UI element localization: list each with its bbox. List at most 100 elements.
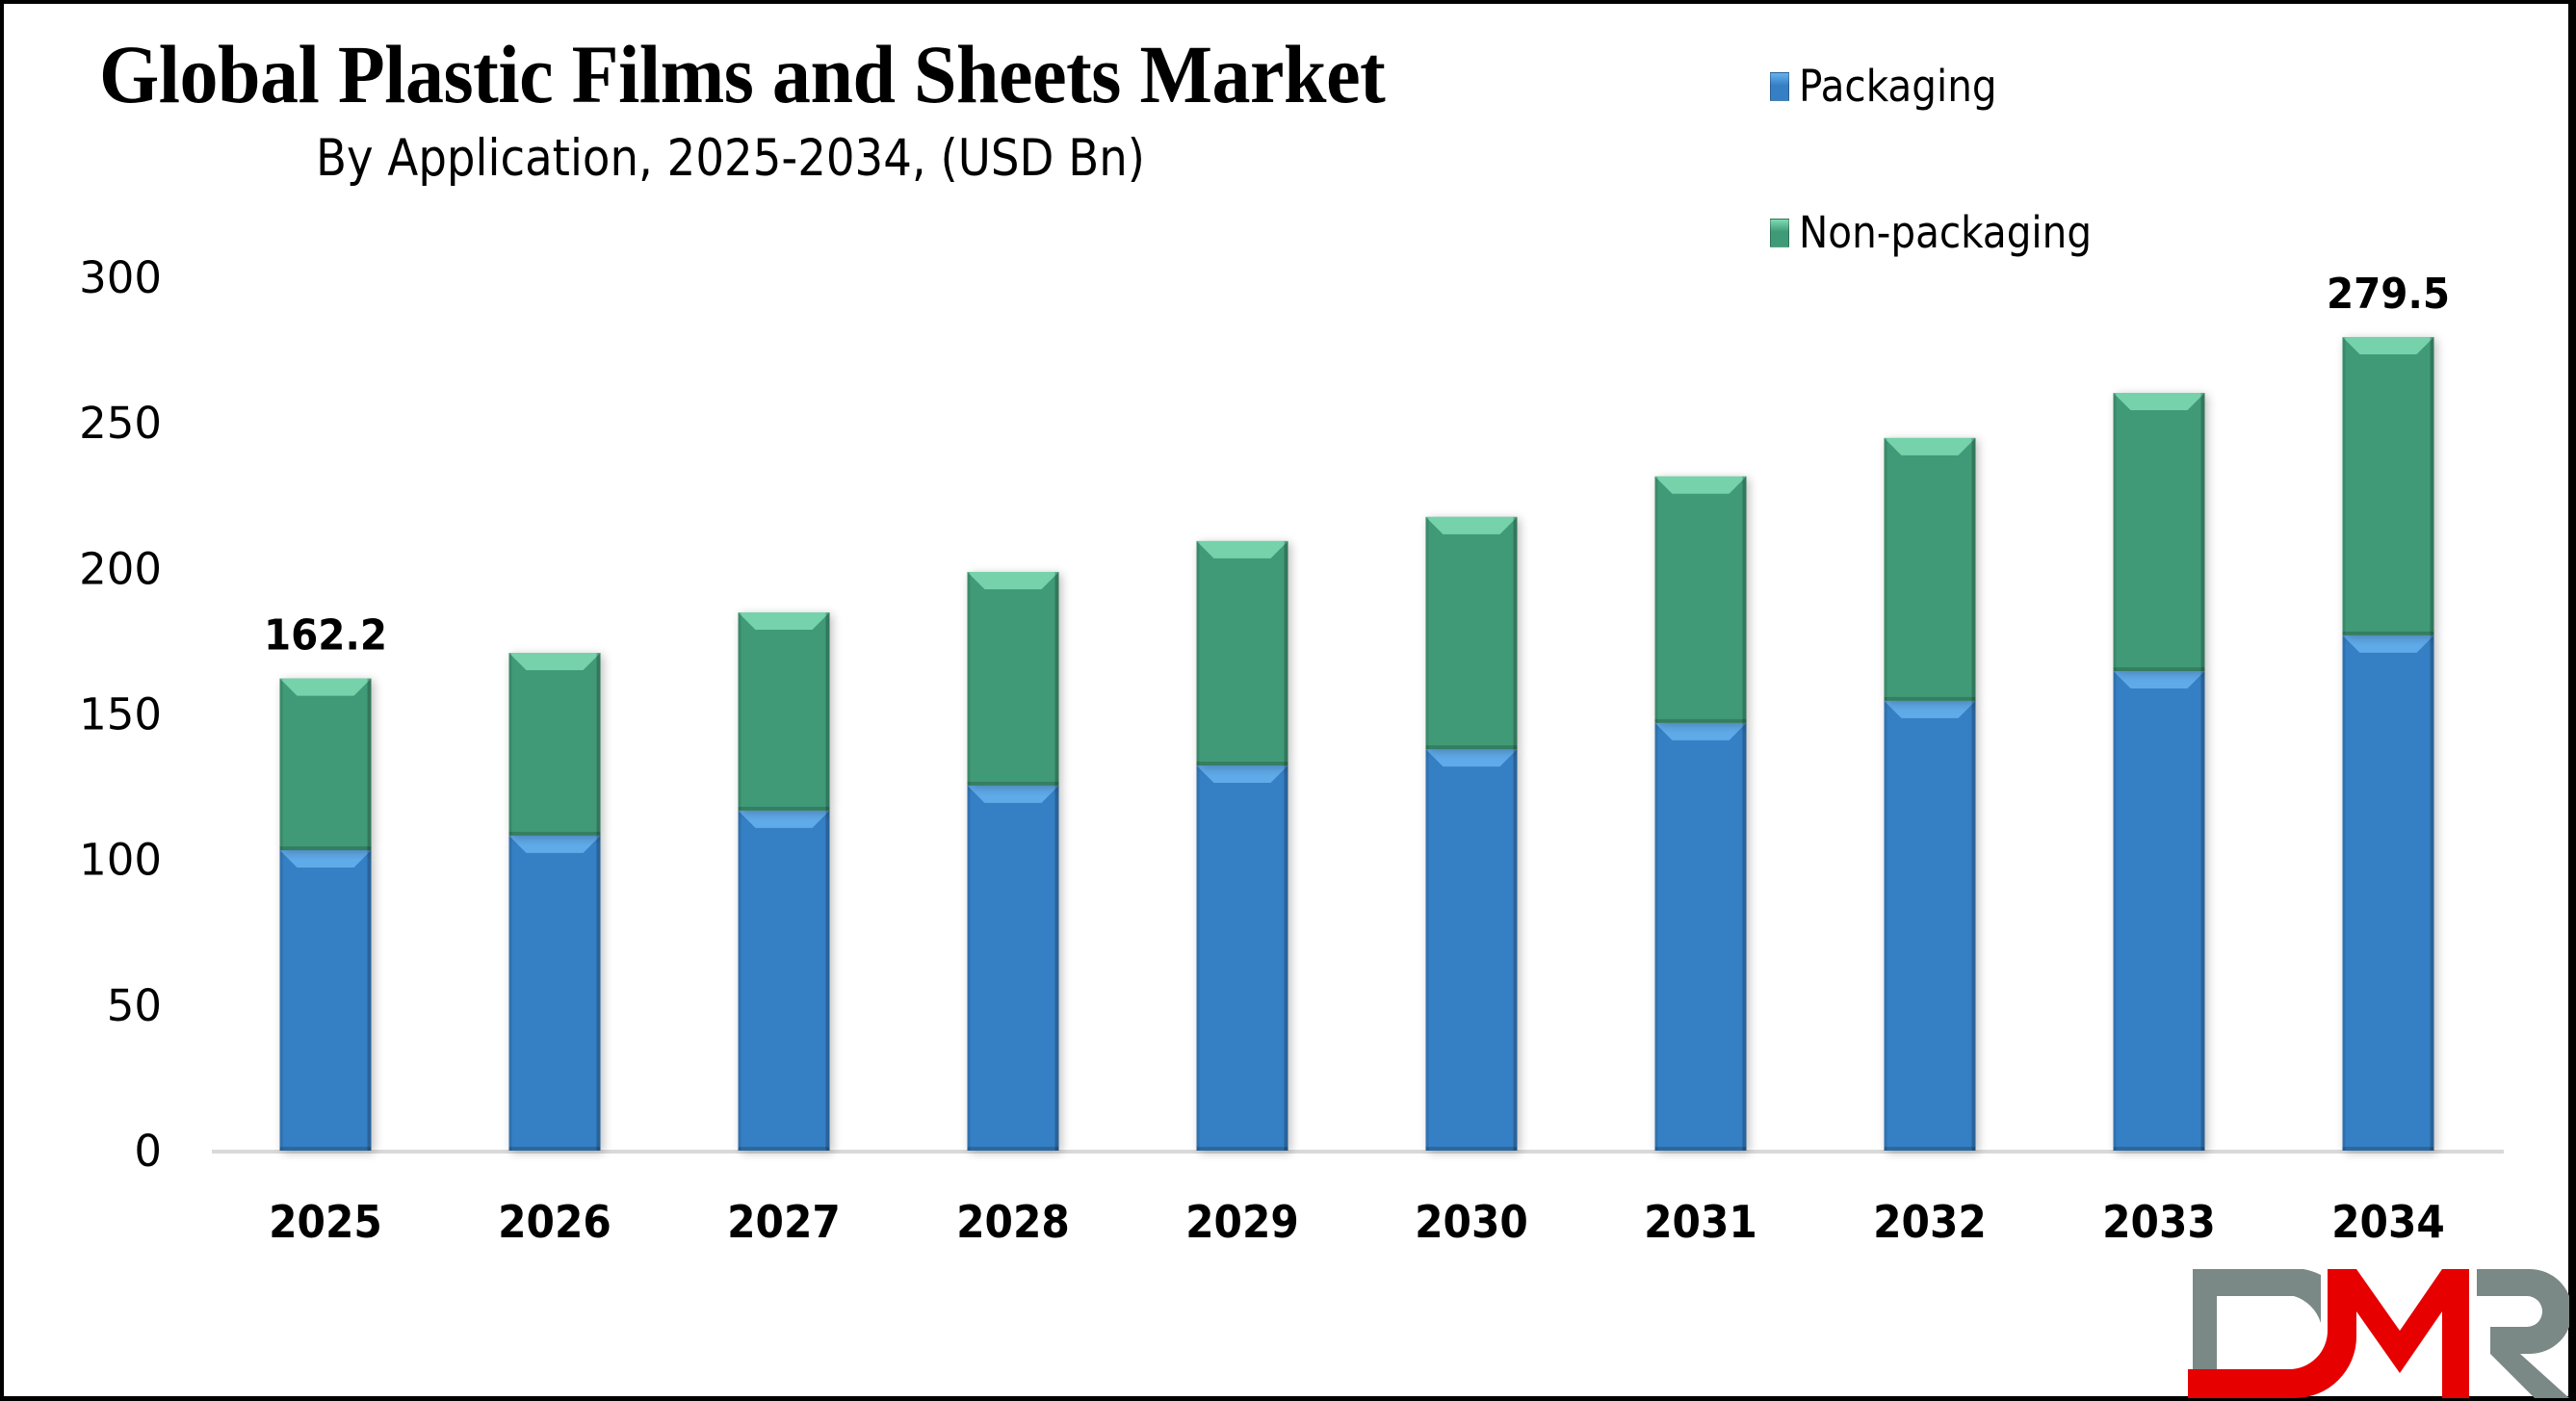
- bar-segment-non-packaging-2032: [1884, 437, 1976, 701]
- y-tick-label: 200: [79, 543, 162, 594]
- bar-segment-packaging-2025-edge-left: [279, 849, 283, 1151]
- bar-segment-non-packaging-2028-edge-bottom: [967, 781, 1059, 786]
- x-tick-label: 2030: [1415, 1197, 1528, 1248]
- bar-segment-non-packaging-2027: [738, 611, 830, 811]
- bar-segment-packaging-2034-edge-left: [2342, 635, 2346, 1151]
- x-tick-label: 2026: [498, 1197, 611, 1248]
- bar-segment-packaging-2032-edge-bottom: [1884, 1147, 1976, 1151]
- x-tick-label: 2028: [956, 1197, 1070, 1248]
- bar-segment-non-packaging-2034-edge-bottom: [2342, 631, 2434, 636]
- bar-segment-non-packaging-2025-bevel-top: [279, 678, 372, 696]
- bar-segment-packaging-2029-edge-bottom: [1196, 1147, 1288, 1151]
- bar-segment-non-packaging-2033-edge-right: [2200, 393, 2205, 672]
- bar-segment-non-packaging-2033-edge-bottom: [2113, 667, 2205, 672]
- bar-segment-packaging-2029: [1196, 765, 1288, 1151]
- bar-segment-packaging-2033-bevel-top: [2113, 671, 2205, 689]
- bar-segment-packaging-2031-edge-bottom: [1654, 1147, 1747, 1151]
- bar-segment-non-packaging-2025-edge-bottom: [279, 845, 372, 850]
- bar-segment-packaging-2030: [1425, 749, 1518, 1151]
- bar-segment-non-packaging-2028-edge-left: [967, 571, 971, 786]
- bar-segment-packaging-2031: [1654, 722, 1747, 1151]
- bar-segment-non-packaging-2031-bevel-top: [1654, 476, 1747, 494]
- bar-segment-packaging-2027: [738, 810, 830, 1151]
- bar-segment-non-packaging-2027-edge-bottom: [738, 806, 830, 811]
- bar-segment-packaging-2031-edge-left: [1654, 722, 1658, 1151]
- legend-label: Non-packaging: [1799, 207, 2093, 258]
- bar-segment-packaging-2026-edge-left: [508, 835, 512, 1151]
- bar-segment-packaging-2032-edge-left: [1884, 700, 1887, 1151]
- bar-segment-non-packaging-2030-bevel-top: [1425, 516, 1518, 534]
- bar-segment-packaging-2034-edge-bottom: [2342, 1147, 2434, 1151]
- bar-segment-packaging-2025-edge-bottom: [279, 1147, 372, 1151]
- bar-segment-packaging-2026-edge-right: [596, 835, 601, 1151]
- bar-segment-non-packaging-2025: [279, 678, 372, 850]
- x-tick-label: 2031: [1644, 1197, 1757, 1248]
- bar-segment-packaging-2029-edge-left: [1196, 765, 1200, 1151]
- bar-segment-packaging-2026-bevel-top: [508, 835, 601, 853]
- bar-segment-non-packaging-2027-edge-left: [738, 611, 742, 811]
- bar-segment-packaging-2030-edge-left: [1425, 749, 1429, 1151]
- legend-item-packaging: Packaging: [1770, 61, 2018, 112]
- bar-segment-packaging-2028-bevel-top: [967, 785, 1059, 803]
- bar-segment-non-packaging-2031-edge-left: [1654, 476, 1658, 723]
- bar-segment-non-packaging-2034: [2342, 336, 2434, 636]
- bar-segment-non-packaging-2025-edge-right: [367, 678, 372, 850]
- bar-segment-non-packaging-2034-bevel-top: [2342, 336, 2434, 354]
- x-tick-label: 2032: [1873, 1197, 1987, 1248]
- bar-segment-non-packaging-2028-edge-right: [1054, 571, 1059, 786]
- bar-segment-non-packaging-2030-edge-bottom: [1425, 745, 1518, 750]
- x-tick-label: 2033: [2102, 1197, 2216, 1248]
- y-tick-label: 50: [107, 980, 162, 1031]
- bar-segment-packaging-2027-bevel-top: [738, 810, 830, 828]
- bar-segment-non-packaging-2026-bevel-top: [508, 653, 601, 671]
- bar-segment-packaging-2029-edge-right: [1284, 765, 1288, 1151]
- chart-subtitle: By Application, 2025-2034, (USD Bn): [316, 129, 1145, 188]
- bar-segment-non-packaging-2027-bevel-top: [738, 611, 830, 630]
- bar-segment-packaging-2028-edge-bottom: [967, 1147, 1059, 1151]
- x-tick-label: 2027: [727, 1197, 841, 1248]
- y-tick-label: 100: [79, 835, 162, 886]
- chart-title: Global Plastic Films and Sheets Market: [99, 28, 1386, 120]
- bar-segment-non-packaging-2031-edge-bottom: [1654, 718, 1747, 723]
- bar-segment-non-packaging-2027-edge-right: [825, 611, 830, 811]
- bar-segment-non-packaging-2030-edge-right: [1513, 516, 1518, 750]
- bar-segment-packaging-2033-edge-right: [2200, 671, 2205, 1151]
- bar-segment-packaging-2025-edge-right: [367, 849, 372, 1151]
- bar-segment-non-packaging-2031: [1654, 476, 1747, 723]
- bar-segment-packaging-2028-edge-right: [1054, 785, 1059, 1151]
- bar-segment-packaging-2028-edge-left: [967, 785, 971, 1151]
- x-tick-label: 2029: [1185, 1197, 1299, 1248]
- bar-segment-non-packaging-2029: [1196, 540, 1288, 766]
- bar-segment-non-packaging-2032-edge-right: [1971, 437, 1976, 701]
- bar-segment-non-packaging-2026-edge-left: [508, 653, 512, 836]
- bar-segment-non-packaging-2031-edge-right: [1742, 476, 1747, 723]
- legend-swatch-packaging-icon: [1770, 71, 1789, 101]
- bar-segment-packaging-2025: [279, 849, 372, 1151]
- bar-segment-packaging-2027-edge-right: [825, 810, 830, 1151]
- bar-segment-packaging-2031-edge-right: [1742, 722, 1747, 1151]
- bar-segment-non-packaging-2029-edge-right: [1284, 540, 1288, 766]
- bar-segment-packaging-2027-edge-left: [738, 810, 742, 1151]
- bar-segment-packaging-2033: [2113, 671, 2205, 1151]
- bar-segment-non-packaging-2026: [508, 653, 601, 836]
- y-tick-label: 150: [79, 689, 162, 740]
- bar-segment-non-packaging-2033-edge-left: [2113, 393, 2117, 672]
- bar-segment-non-packaging-2030: [1425, 516, 1518, 750]
- bar-segment-packaging-2026: [508, 835, 601, 1151]
- dmr-logo: [2188, 1269, 2569, 1398]
- logo-letter-d: [2188, 1269, 2321, 1369]
- legend-swatch-non-packaging-icon: [1770, 218, 1789, 247]
- data-label-total-2025: 162.2: [264, 610, 387, 660]
- bar-segment-packaging-2032: [1884, 700, 1976, 1151]
- bar-segment-packaging-2033-edge-bottom: [2113, 1147, 2205, 1151]
- y-tick-label: 250: [79, 398, 162, 449]
- logo-letter-r: [2477, 1269, 2569, 1398]
- bar-segment-packaging-2031-bevel-top: [1654, 722, 1747, 740]
- bar-segment-packaging-2030-edge-right: [1513, 749, 1518, 1151]
- logo-letter-m: [2188, 1269, 2469, 1398]
- bar-segment-packaging-2033-edge-left: [2113, 671, 2117, 1151]
- bar-segment-non-packaging-2032-edge-left: [1884, 437, 1887, 701]
- bar-segment-non-packaging-2032-bevel-top: [1884, 437, 1976, 455]
- y-tick-label: 0: [134, 1126, 162, 1177]
